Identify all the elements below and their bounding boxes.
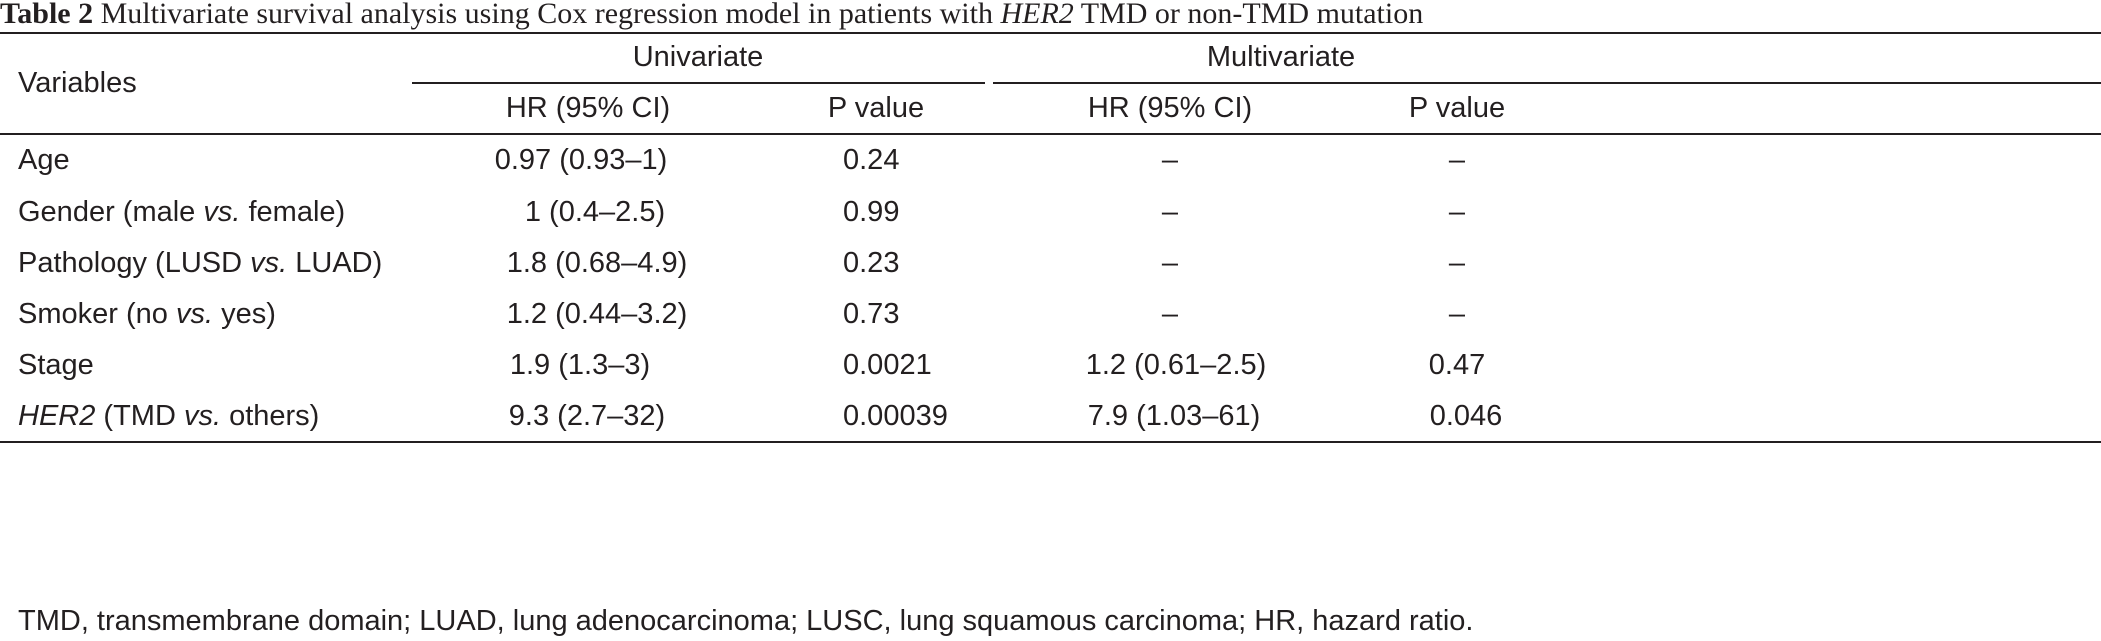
table-footnote: TMD, transmembrane domain; LUAD, lung ad…: [18, 605, 1474, 637]
multi-p-cell: 0.046: [1429, 400, 1503, 432]
header-multivariate: Multivariate: [1206, 41, 1356, 73]
multi-hr-cell: –: [1161, 298, 1179, 330]
caption-text-2: TMD or non-TMD mutation: [1073, 0, 1424, 30]
variable-text: LUAD): [287, 247, 383, 279]
row-variable: HER2 (TMD vs. others): [18, 399, 319, 433]
uni-hr-cell: 1.2 (0.44–3.2): [506, 298, 688, 330]
row-variable: Stage: [18, 348, 94, 382]
variable-italic: vs.: [183, 400, 222, 432]
multi-hr-cell: –: [1161, 196, 1179, 228]
uni-p-cell: 0.73: [843, 298, 900, 330]
table-caption: Table 2 Multivariate survival analysis u…: [0, 0, 2101, 30]
variable-italic: vs.: [250, 247, 288, 279]
variable-text: yes): [213, 298, 276, 330]
uni-p-cell: 0.24: [843, 144, 900, 176]
header-multi-p: P value: [1408, 92, 1506, 124]
header-multi-hr: HR (95% CI): [1087, 92, 1253, 124]
header-variables: Variables: [18, 67, 137, 99]
variable-text: Age: [18, 144, 70, 176]
multi-hr-cell: 1.2 (0.61–2.5): [1085, 349, 1267, 381]
variable-text: Smoker (no: [18, 298, 176, 330]
bottom-rule: [0, 441, 2101, 443]
multi-p-cell: –: [1448, 144, 1466, 176]
header-uni-p: P value: [827, 92, 925, 124]
row-variable: Age: [18, 143, 70, 177]
top-rule: [0, 32, 2101, 34]
multi-p-cell: –: [1448, 196, 1466, 228]
variable-text: (TMD: [95, 400, 184, 432]
uni-p-cell: 0.0021: [843, 349, 932, 381]
caption-text-1: Multivariate survival analysis using Cox…: [93, 0, 1001, 30]
caption-gene: HER2: [1000, 0, 1074, 30]
variable-text: Stage: [18, 349, 94, 381]
multi-hr-cell: –: [1161, 247, 1179, 279]
variable-text: Pathology (LUSD: [18, 247, 251, 279]
univariate-rule: [412, 82, 985, 84]
multi-p-cell: 0.47: [1428, 349, 1486, 381]
multi-p-cell: –: [1448, 298, 1466, 330]
uni-p-cell: 0.23: [843, 247, 900, 279]
uni-hr-cell: 9.3 (2.7–32): [508, 400, 666, 432]
variable-text: Gender (male: [18, 196, 204, 228]
multi-hr-cell: –: [1161, 144, 1179, 176]
variable-text: female): [240, 196, 346, 228]
uni-hr-cell: 1 (0.4–2.5): [524, 196, 666, 228]
variable-italic: vs.: [175, 298, 214, 330]
uni-hr-cell: 1.8 (0.68–4.9): [506, 247, 688, 279]
multivariate-rule: [993, 82, 2101, 84]
uni-hr-cell: 0.97 (0.93–1): [494, 144, 668, 176]
variable-gene: HER2: [18, 400, 96, 432]
multi-hr-cell: 7.9 (1.03–61): [1087, 400, 1261, 432]
header-univariate: Univariate: [632, 41, 764, 73]
header-bottom-rule: [0, 133, 2101, 135]
row-variable: Gender (male vs. female): [18, 195, 345, 229]
multi-p-cell: –: [1448, 247, 1466, 279]
row-variable: Pathology (LUSD vs. LUAD): [18, 246, 382, 280]
uni-p-cell: 0.00039: [843, 400, 948, 432]
header-uni-hr: HR (95% CI): [505, 92, 671, 124]
table-label: Table 2: [0, 0, 94, 30]
uni-hr-cell: 1.9 (1.3–3): [509, 349, 651, 381]
uni-p-cell: 0.99: [843, 196, 900, 228]
variable-italic: vs.: [203, 196, 241, 228]
variable-text: others): [221, 400, 320, 432]
row-variable: Smoker (no vs. yes): [18, 297, 276, 331]
